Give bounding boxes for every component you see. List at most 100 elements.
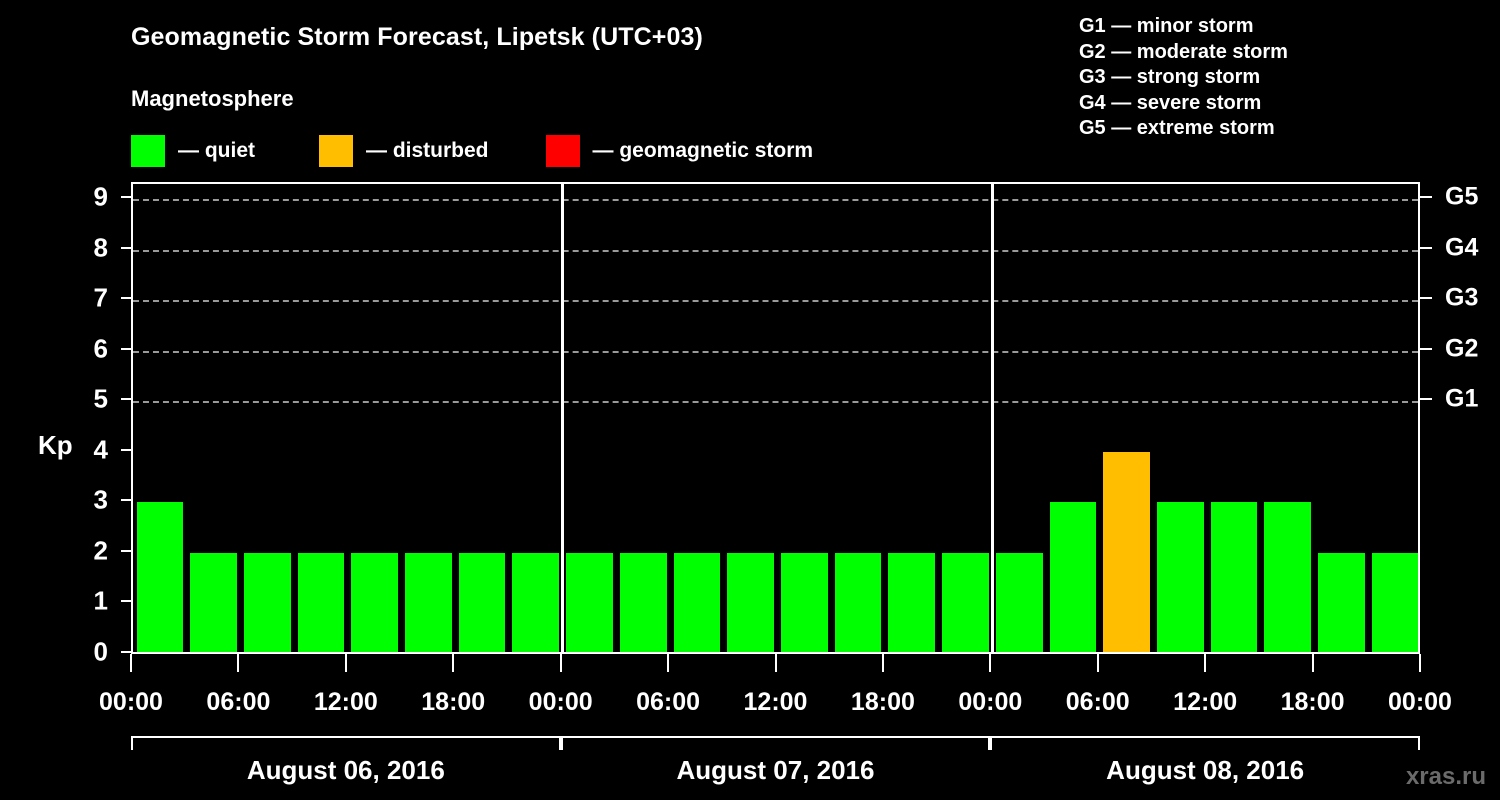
y-tick-label: 0 [93, 636, 108, 667]
y-axis-title: Kp [38, 430, 73, 460]
x-tick-label: 00:00 [528, 688, 593, 716]
x-tick-mark [667, 654, 670, 672]
bar[interactable] [1318, 552, 1365, 654]
g-tick-label: G1 [1445, 384, 1479, 413]
x-tick-mark [1096, 654, 1099, 672]
g-tick-label: G3 [1445, 283, 1479, 312]
bar[interactable] [727, 552, 774, 654]
x-tick-label: 06:00 [636, 688, 701, 716]
bar-series [133, 184, 1418, 654]
day-label: August 07, 2016 [676, 755, 875, 785]
y-tick-mark [121, 651, 131, 653]
y-tick-mark [121, 347, 131, 350]
bar[interactable] [405, 552, 452, 654]
day-separator [990, 184, 994, 654]
g-scale-legend-line: G4 — severe storm [1079, 91, 1262, 114]
y-tick-mark [121, 398, 131, 401]
bar[interactable] [1210, 502, 1258, 654]
y-tick-label: 9 [93, 181, 108, 212]
x-tick-label: 12:00 [1173, 688, 1238, 716]
legend-item: — disturbed [319, 134, 489, 168]
y-tick-label: 4 [93, 434, 108, 465]
gridline [133, 401, 1418, 404]
g-tick-label: G5 [1445, 182, 1479, 211]
x-tick-mark [774, 654, 777, 672]
legend-item: — quiet [131, 134, 255, 168]
bar[interactable] [1156, 502, 1204, 654]
bar[interactable] [781, 552, 828, 654]
plot-area [131, 182, 1420, 654]
x-tick-label: 18:00 [850, 688, 915, 716]
g-scale-legend-line: G1 — minor storm [1079, 15, 1254, 37]
bar[interactable] [243, 552, 291, 654]
bar[interactable] [351, 552, 399, 654]
x-tick-mark [1419, 654, 1421, 672]
g-tick-mark [1420, 297, 1432, 300]
bar[interactable] [1371, 552, 1418, 654]
y-tick-mark [121, 448, 131, 451]
bar[interactable] [566, 552, 613, 654]
x-tick-mark [452, 654, 455, 672]
color-legend: — quiet — disturbed — geomagnetic storm [131, 134, 813, 168]
gridline [133, 350, 1418, 353]
y-tick-label: 3 [93, 484, 108, 515]
y-tick-mark [121, 549, 131, 552]
plot-inner [133, 184, 1418, 654]
bar[interactable] [673, 552, 721, 654]
bar[interactable] [1049, 502, 1097, 654]
legend-label: — disturbed [366, 139, 489, 162]
bar[interactable] [458, 552, 506, 654]
x-tick-label: 18:00 [421, 688, 486, 716]
g-scale-legend-line: G2 — moderate storm [1079, 40, 1288, 63]
legend-label: — quiet [178, 139, 255, 162]
bar[interactable] [512, 552, 560, 654]
bar[interactable] [834, 552, 882, 654]
gridline [133, 249, 1418, 252]
x-tick-mark [344, 654, 347, 672]
legend-item: — geomagnetic storm [545, 134, 814, 168]
bar[interactable] [136, 502, 184, 654]
y-tick-mark [121, 297, 131, 300]
x-tick-mark [1311, 654, 1314, 672]
x-tick-label: 00:00 [99, 688, 163, 716]
x-tick-mark [881, 654, 884, 672]
legend-label: — geomagnetic storm [592, 139, 814, 162]
bar[interactable] [297, 552, 345, 654]
x-tick-mark [130, 654, 132, 672]
g-tick-mark [1420, 398, 1432, 401]
x-tick-mark [237, 654, 240, 672]
bar[interactable] [619, 552, 667, 654]
g-tick-mark [1420, 246, 1432, 249]
y-tick-label: 6 [93, 333, 108, 364]
bar[interactable] [1264, 502, 1312, 654]
y-tick-label: 1 [93, 585, 108, 616]
x-tick-label: 12:00 [743, 688, 808, 716]
bar[interactable] [888, 552, 936, 654]
bar[interactable] [190, 552, 237, 654]
day-separator [561, 184, 565, 654]
watermark: xras.ru [1405, 763, 1486, 790]
bar[interactable] [942, 552, 989, 654]
day-bracket [131, 736, 561, 750]
y-tick-mark [121, 196, 131, 199]
g-tick-label: G4 [1445, 233, 1479, 262]
x-tick-label: 18:00 [1280, 688, 1345, 716]
page-title: Geomagnetic Storm Forecast, Lipetsk (UTC… [131, 23, 703, 51]
x-tick-label: 00:00 [1388, 688, 1452, 716]
y-tick-label: 8 [93, 232, 108, 263]
gridline [133, 199, 1418, 202]
day-bracket [560, 736, 991, 750]
y-tick-label: 2 [93, 535, 108, 566]
x-tick-mark [989, 654, 992, 672]
bar[interactable] [1103, 451, 1150, 654]
x-tick-label: 00:00 [958, 688, 1023, 716]
y-tick-mark [121, 246, 131, 249]
g-tick-mark [1420, 196, 1432, 199]
day-label: August 06, 2016 [246, 755, 445, 785]
red-square-icon [545, 135, 580, 167]
bar[interactable] [995, 552, 1043, 654]
gridline [133, 300, 1418, 303]
y-tick-mark [121, 600, 131, 603]
g-tick-label: G2 [1445, 334, 1479, 363]
